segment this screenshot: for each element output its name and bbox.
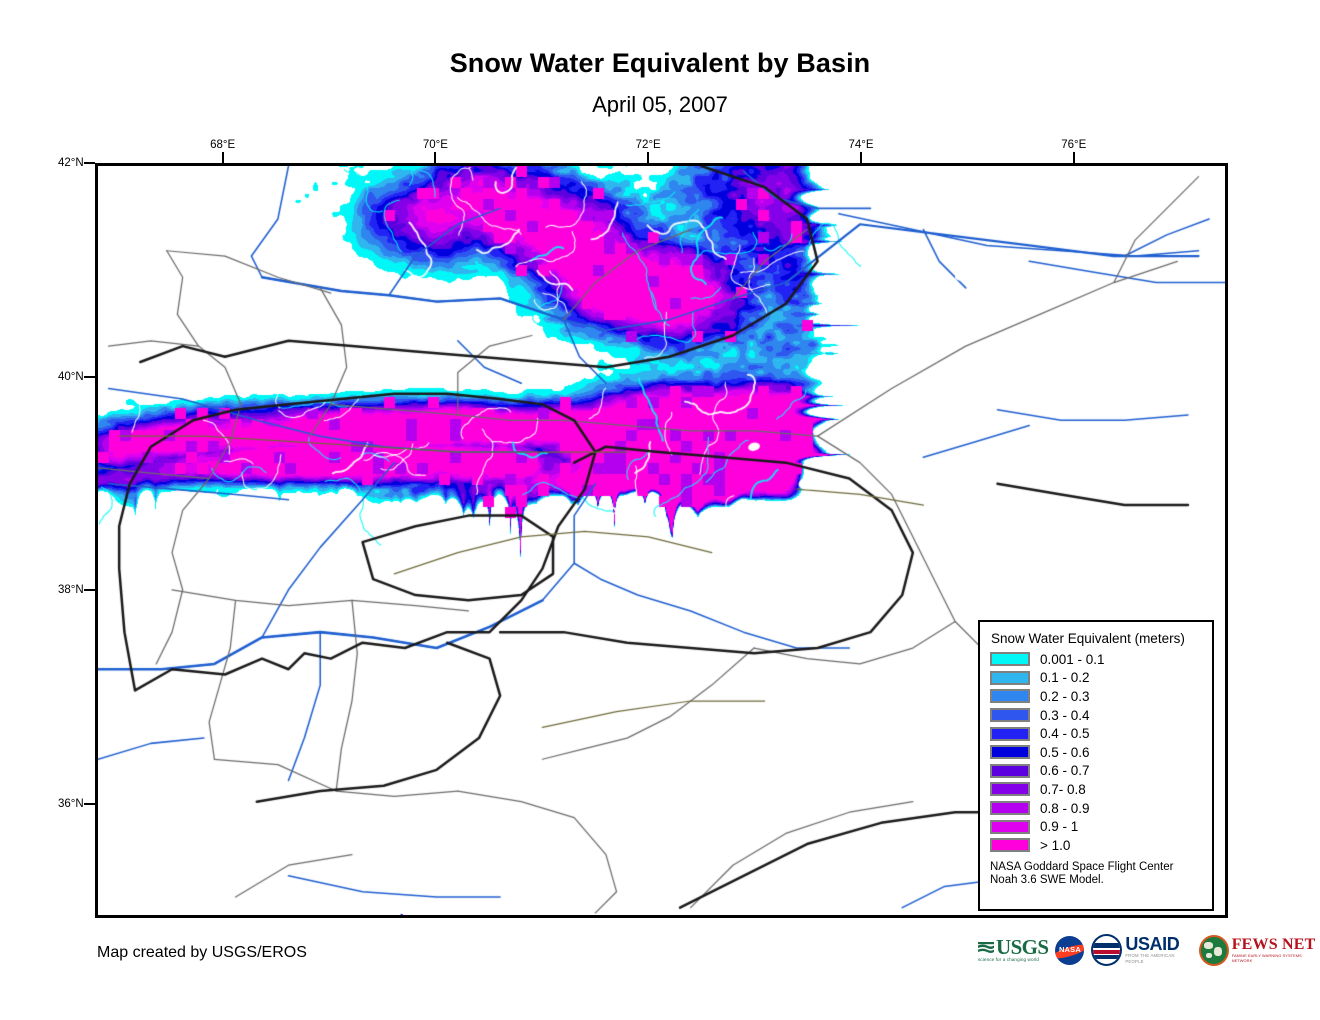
legend-item: 0.5 - 0.6 bbox=[990, 743, 1202, 762]
legend-credit: NASA Goddard Space Flight Center Noah 3.… bbox=[990, 861, 1202, 888]
legend-item: 0.2 - 0.3 bbox=[990, 687, 1202, 706]
legend-swatch bbox=[990, 745, 1030, 760]
page-subtitle: April 05, 2007 bbox=[592, 92, 728, 117]
legend-label: > 1.0 bbox=[1040, 837, 1071, 853]
usaid-tagline: FROM THE AMERICAN PEOPLE bbox=[1125, 952, 1175, 964]
legend-swatch bbox=[990, 819, 1030, 834]
page-title: Snow Water Equivalent by Basin bbox=[449, 48, 871, 78]
agency-logo-strip: USGS science for a changing world NASA U… bbox=[978, 930, 1320, 970]
fews-net-wordmark: FEWS NET bbox=[1231, 936, 1316, 953]
legend-label: 0.4 - 0.5 bbox=[1040, 726, 1090, 742]
fews-net-tagline: FAMINE EARLY WARNING SYSTEMS NETWORK bbox=[1231, 953, 1302, 963]
legend-item: 0.9 - 1 bbox=[990, 817, 1202, 836]
usgs-tagline: science for a changing world bbox=[978, 957, 1040, 962]
legend-swatch bbox=[990, 670, 1030, 685]
lat-tick bbox=[84, 802, 95, 805]
legend-item: 0.001 - 0.1 bbox=[990, 650, 1202, 669]
legend-swatch bbox=[990, 838, 1030, 853]
lat-label: 42°N bbox=[58, 157, 84, 169]
legend-swatch bbox=[990, 652, 1030, 667]
nasa-wordmark: NASA bbox=[1058, 944, 1081, 954]
lon-label: 72°E bbox=[635, 139, 661, 151]
legend-label: 0.7- 0.8 bbox=[1040, 781, 1086, 797]
legend-label: 0.3 - 0.4 bbox=[1040, 707, 1090, 723]
lon-tick bbox=[859, 152, 862, 163]
legend-swatch bbox=[990, 689, 1030, 704]
footer-credit: Map created by USGS/EROS bbox=[97, 944, 307, 961]
lat-label: 40°N bbox=[58, 370, 84, 383]
usaid-wordmark: USAID bbox=[1125, 933, 1180, 954]
lon-tick bbox=[1072, 152, 1075, 163]
legend-title: Snow Water Equivalent (meters) bbox=[991, 631, 1185, 646]
globe-icon bbox=[1198, 934, 1229, 966]
legend-item: 0.7- 0.8 bbox=[990, 780, 1202, 799]
legend-item: 0.8 - 0.9 bbox=[990, 799, 1202, 818]
legend-credit-line1: NASA Goddard Space Flight Center bbox=[990, 860, 1174, 873]
legend-items: 0.001 - 0.1 0.1 - 0.2 0.2 - 0.3 0.3 - 0.4 0.… bbox=[990, 650, 1202, 855]
lon-tick bbox=[434, 152, 437, 163]
legend-item: 0.3 - 0.4 bbox=[990, 706, 1202, 725]
legend-swatch bbox=[990, 801, 1030, 816]
map-legend: Snow Water Equivalent (meters) 0.001 - 0… bbox=[978, 620, 1214, 911]
usgs-wordmark: USGS bbox=[996, 935, 1049, 959]
legend-label: 0.2 - 0.3 bbox=[1040, 688, 1090, 704]
lat-tick bbox=[84, 589, 95, 592]
legend-label: 0.5 - 0.6 bbox=[1040, 744, 1090, 760]
lon-label: 76°E bbox=[1061, 139, 1087, 151]
legend-label: 0.8 - 0.9 bbox=[1040, 800, 1090, 816]
legend-item: 0.4 - 0.5 bbox=[990, 724, 1202, 743]
lon-tick bbox=[647, 152, 650, 163]
legend-swatch bbox=[990, 782, 1030, 797]
lat-label: 38°N bbox=[58, 584, 84, 597]
lon-label: 70°E bbox=[422, 139, 448, 151]
fews-net-logo: FEWS NET FAMINE EARLY WARNING SYSTEMS NE… bbox=[1198, 934, 1320, 966]
usaid-seal-icon bbox=[1091, 934, 1123, 966]
legend-label: 0.9 - 1 bbox=[1040, 819, 1079, 835]
legend-item: 0.1 - 0.2 bbox=[990, 669, 1202, 688]
lat-tick bbox=[84, 162, 95, 164]
usgs-wave-icon bbox=[978, 941, 994, 953]
legend-item: > 1.0 bbox=[990, 836, 1202, 855]
legend-swatch bbox=[990, 726, 1030, 741]
legend-label: 0.6 - 0.7 bbox=[1040, 763, 1090, 779]
usaid-logo: USAID FROM THE AMERICAN PEOPLE bbox=[1091, 934, 1191, 966]
usgs-logo: USGS science for a changing world bbox=[978, 934, 1049, 966]
nasa-meatball-icon: NASA bbox=[1055, 935, 1085, 965]
lon-label: 68°E bbox=[210, 139, 236, 151]
legend-label: 0.001 - 0.1 bbox=[1040, 651, 1105, 667]
lon-tick bbox=[221, 152, 224, 163]
legend-item: 0.6 - 0.7 bbox=[990, 762, 1202, 781]
lat-tick bbox=[84, 375, 95, 378]
lon-label: 74°E bbox=[848, 139, 874, 151]
legend-swatch bbox=[990, 708, 1030, 723]
lat-label: 36°N bbox=[58, 797, 84, 810]
legend-swatch bbox=[990, 763, 1030, 778]
legend-label: 0.1 - 0.2 bbox=[1040, 670, 1090, 686]
nasa-logo: NASA bbox=[1055, 934, 1085, 966]
legend-credit-line2: Noah 3.6 SWE Model. bbox=[990, 874, 1104, 887]
